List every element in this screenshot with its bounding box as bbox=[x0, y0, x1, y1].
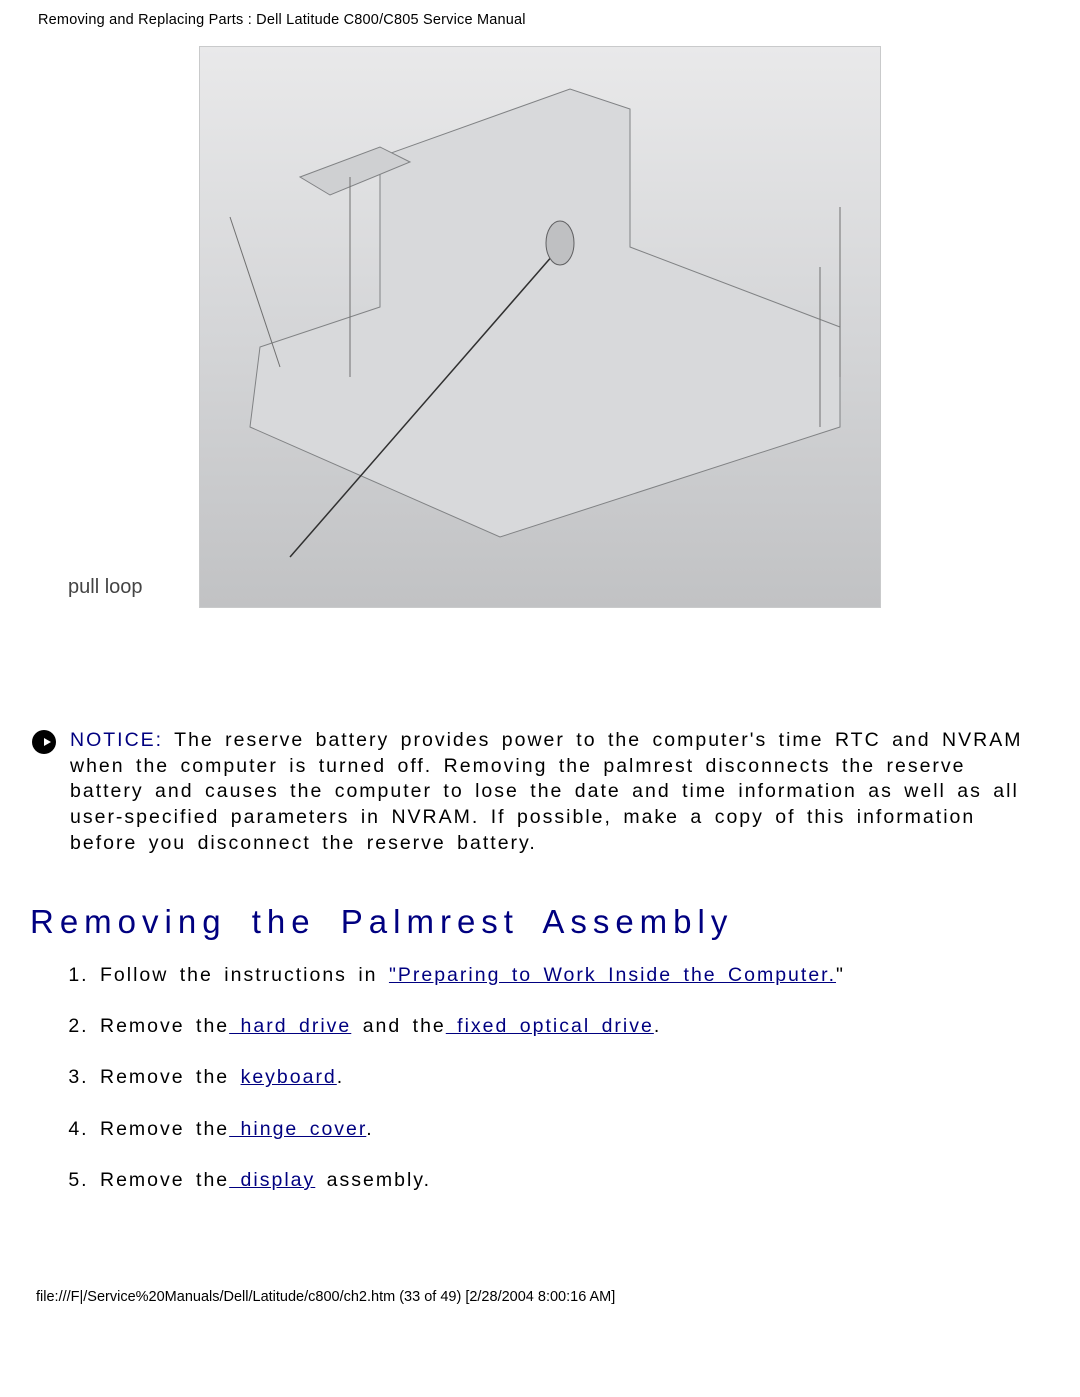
link-preparing[interactable]: "Preparing to Work Inside the Computer. bbox=[389, 964, 836, 986]
diagram-svg bbox=[200, 47, 880, 607]
step-5: Remove the display assembly. bbox=[100, 1168, 1020, 1193]
callout-pull-loop: pull loop bbox=[68, 576, 143, 599]
page: Removing and Replacing Parts : Dell Lati… bbox=[0, 0, 1080, 1323]
step-1: Follow the instructions in "Preparing to… bbox=[100, 963, 1020, 988]
link-display[interactable]: display bbox=[229, 1169, 315, 1191]
steps-list: Follow the instructions in "Preparing to… bbox=[60, 963, 1020, 1194]
section-heading: Removing the Palmrest Assembly bbox=[30, 903, 1080, 941]
step-text: . bbox=[337, 1066, 344, 1088]
step-text: Remove the bbox=[100, 1066, 241, 1088]
palmrest-diagram bbox=[199, 46, 881, 608]
step-text: Remove the bbox=[100, 1015, 229, 1037]
step-text: Follow the instructions in bbox=[100, 964, 389, 986]
header-text: Removing and Replacing Parts : Dell Lati… bbox=[38, 12, 526, 28]
link-hard-drive[interactable]: hard drive bbox=[229, 1015, 351, 1037]
page-footer: file:///F|/Service%20Manuals/Dell/Latitu… bbox=[0, 1219, 1080, 1323]
notice-text: NOTICE: The reserve battery provides pow… bbox=[70, 728, 1048, 857]
notice-icon bbox=[32, 730, 56, 754]
link-hinge-cover[interactable]: hinge cover bbox=[229, 1118, 366, 1140]
link-fixed-optical-drive[interactable]: fixed optical drive bbox=[446, 1015, 654, 1037]
step-text: " bbox=[836, 964, 845, 986]
step-text: Remove the bbox=[100, 1118, 229, 1140]
step-4: Remove the hinge cover. bbox=[100, 1117, 1020, 1142]
step-text: assembly. bbox=[315, 1169, 431, 1191]
step-text: . bbox=[366, 1118, 373, 1140]
step-text: and the bbox=[351, 1015, 445, 1037]
notice-body: The reserve battery provides power to th… bbox=[70, 729, 1022, 854]
step-text: . bbox=[654, 1015, 661, 1037]
page-header: Removing and Replacing Parts : Dell Lati… bbox=[0, 0, 1080, 38]
footer-text: file:///F|/Service%20Manuals/Dell/Latitu… bbox=[36, 1289, 615, 1305]
step-text: Remove the bbox=[100, 1169, 229, 1191]
step-2: Remove the hard drive and the fixed opti… bbox=[100, 1014, 1020, 1039]
notice-label: NOTICE: bbox=[70, 729, 163, 751]
link-keyboard[interactable]: keyboard bbox=[241, 1066, 337, 1088]
figure-area: pull loop bbox=[0, 38, 1080, 638]
step-3: Remove the keyboard. bbox=[100, 1065, 1020, 1090]
notice-block: NOTICE: The reserve battery provides pow… bbox=[0, 638, 1080, 857]
